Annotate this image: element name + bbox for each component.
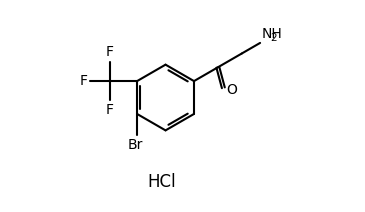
Text: F: F xyxy=(105,45,114,59)
Text: HCl: HCl xyxy=(147,173,176,191)
Text: 2: 2 xyxy=(270,33,277,43)
Text: F: F xyxy=(105,103,114,117)
Text: F: F xyxy=(80,74,88,88)
Text: O: O xyxy=(226,83,237,97)
Text: Br: Br xyxy=(127,138,143,152)
Text: NH: NH xyxy=(261,27,282,42)
